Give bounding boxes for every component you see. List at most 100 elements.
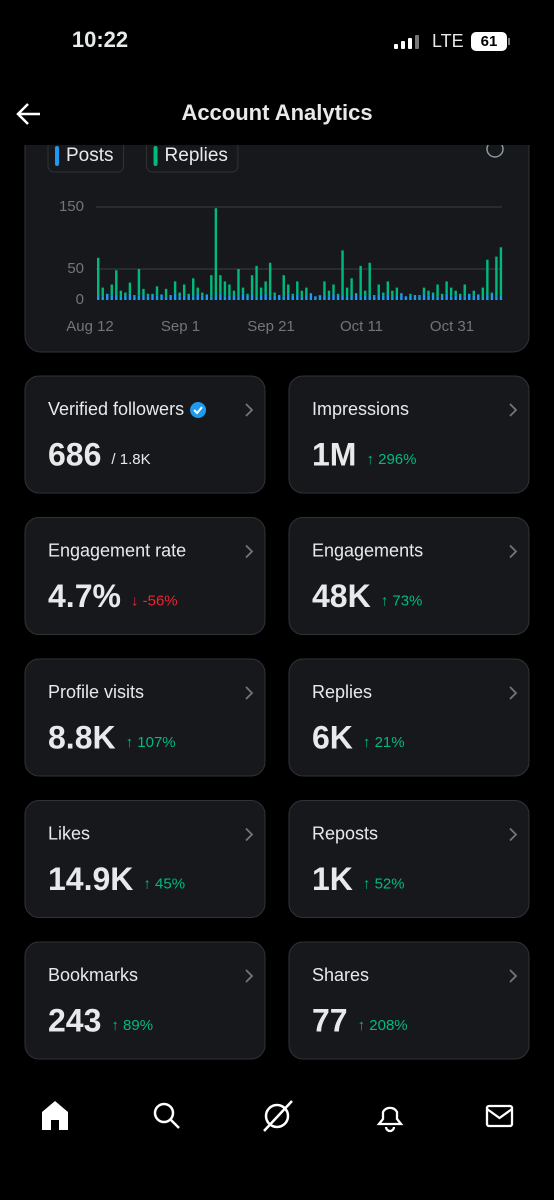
bar [110, 295, 113, 300]
bar [119, 290, 123, 297]
metric-card[interactable] [24, 375, 266, 494]
metric-change: ↑ 107% [126, 734, 176, 751]
metric-label: Likes [48, 823, 90, 843]
notifications-tab[interactable] [376, 1106, 404, 1133]
metric-card[interactable] [24, 941, 266, 1060]
bar [431, 294, 435, 300]
bar [449, 287, 453, 297]
bar [314, 296, 317, 300]
home-tab[interactable] [42, 1101, 68, 1130]
bar [142, 295, 145, 300]
bar [431, 292, 435, 295]
bar [133, 296, 136, 300]
bar [341, 250, 344, 295]
bar [223, 281, 227, 297]
verified-badge [190, 402, 207, 418]
bar [440, 293, 444, 296]
battery-icon [471, 32, 507, 51]
metric-change: ↑ 45% [143, 875, 185, 892]
back-button[interactable] [16, 103, 40, 125]
bar [237, 296, 240, 300]
bar [178, 292, 181, 297]
bar [300, 290, 304, 297]
bar [445, 281, 448, 294]
bar [273, 292, 276, 296]
bar [359, 296, 362, 300]
bar [273, 295, 276, 300]
bar [422, 287, 426, 294]
metric-change: / 1.8K [111, 451, 150, 468]
bar [250, 275, 254, 295]
metric-card[interactable] [288, 941, 530, 1060]
metric-card[interactable] [288, 658, 530, 777]
bar [124, 295, 127, 300]
metric-change: ↑ 73% [381, 592, 423, 609]
search-tab[interactable] [153, 1102, 180, 1129]
bar [436, 296, 439, 300]
bar [413, 295, 417, 300]
bar [418, 296, 421, 300]
bar [201, 295, 204, 300]
bar [173, 281, 177, 294]
bar [377, 293, 380, 300]
bar [101, 287, 104, 297]
bar [409, 295, 412, 300]
bar [282, 296, 285, 300]
bar [463, 296, 466, 300]
metric-label: Bookmarks [48, 965, 138, 985]
bar [373, 295, 376, 297]
bar [173, 293, 177, 300]
metric-card[interactable] [24, 517, 266, 635]
metric-change: ↑ 52% [363, 875, 405, 892]
bar [232, 295, 236, 300]
bar [477, 294, 480, 300]
bar [282, 275, 285, 297]
bar [214, 295, 218, 300]
bar [142, 288, 145, 296]
bar [481, 296, 485, 300]
metric-value: 6K [312, 719, 353, 755]
bar [490, 292, 494, 294]
bar [246, 293, 249, 296]
metric-label: Impressions [312, 399, 409, 419]
metric-card[interactable] [288, 375, 530, 494]
bar [386, 294, 389, 300]
bar [468, 293, 471, 300]
messages-tab[interactable] [485, 1104, 514, 1128]
metric-value: 14.9K [48, 861, 133, 897]
bar [454, 295, 457, 300]
bar [377, 284, 380, 294]
bar [354, 293, 358, 300]
bar [418, 295, 421, 297]
metric-value: 77 [312, 1002, 348, 1038]
grok-tab[interactable] [263, 1100, 293, 1132]
bar [287, 293, 290, 300]
metric-card[interactable] [24, 658, 266, 777]
bar [499, 247, 503, 296]
bar [196, 293, 199, 300]
bar [481, 287, 485, 297]
metric-card[interactable] [288, 517, 530, 635]
bar [368, 262, 371, 296]
bar [318, 295, 322, 300]
metric-card[interactable] [288, 800, 530, 918]
bar [341, 294, 344, 300]
bar [472, 295, 475, 300]
bar [124, 292, 127, 296]
y-tick-label: 0 [76, 291, 84, 308]
metric-card[interactable] [24, 800, 266, 918]
bar [345, 296, 349, 300]
bar [255, 265, 258, 297]
legend-label: Posts [66, 145, 114, 166]
bar [97, 295, 100, 300]
bar [264, 281, 267, 294]
bar [106, 293, 109, 300]
bar [128, 293, 132, 300]
bar [241, 293, 245, 300]
bar [459, 295, 462, 300]
clock: 10:22 [72, 27, 128, 52]
metric-label: Reposts [312, 823, 378, 843]
bar [296, 294, 299, 300]
metric-value: 8.8K [48, 719, 116, 755]
